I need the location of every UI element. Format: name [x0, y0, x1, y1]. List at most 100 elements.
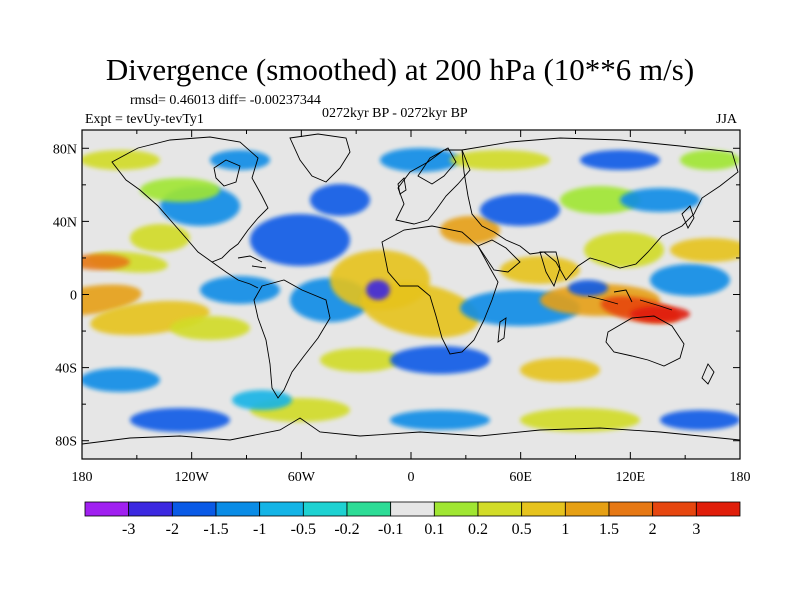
colorbar-label: -2 [166, 521, 179, 538]
coastline-indonesia [587, 289, 673, 311]
coastline-india [539, 251, 561, 288]
colorbar-swatch [302, 501, 348, 517]
lat-tick-label: 40N [53, 215, 77, 230]
lon-tick-label: 120W [175, 470, 210, 485]
field-patch [390, 346, 490, 374]
lon-tick-label: 60W [288, 470, 316, 485]
colorbar-label: 0.5 [512, 521, 532, 538]
field-patch [232, 390, 292, 410]
colorbar-label: -3 [122, 521, 135, 538]
colorbar-swatch [521, 501, 566, 517]
map-panel: 180 120W 60W 0 60E 120E 180 80N 40N 0 40S 80S [53, 129, 751, 485]
colorbar-label: -0.1 [378, 521, 403, 538]
lon-tick-label: 180 [730, 470, 751, 485]
coastline-hudson-bay [213, 159, 241, 187]
lat-tick-label: 80N [53, 142, 77, 157]
field-patch [380, 148, 460, 172]
lat-tick-label: 0 [70, 289, 77, 304]
field-patch [440, 216, 500, 244]
colorbar-swatch [215, 501, 261, 517]
colorbar-label: -0.2 [334, 521, 359, 538]
field-patch [366, 280, 390, 300]
colorbar-swatch [171, 501, 217, 517]
lon-tick-label: 180 [72, 470, 93, 485]
field-patch [130, 224, 190, 252]
colorbar: -3 -2 -1.5 -1 -0.5 -0.2 -0.1 0.1 0.2 0.5 1 1.5 2 3 [84, 501, 741, 538]
field-patch [660, 410, 740, 430]
page-title: Divergence (smoothed) at 200 hPa (10**6 … [105, 52, 695, 87]
lon-tick-label: 60E [509, 470, 532, 485]
coastline-madagascar [497, 317, 507, 343]
field-patch [250, 214, 350, 266]
coastline-europe [395, 149, 471, 225]
lon-tick-label: 0 [408, 470, 415, 485]
colorbar-label: 2 [649, 521, 657, 538]
lat-tick-label: 80S [55, 435, 77, 450]
field-patch [82, 254, 130, 270]
coastline-africa [381, 225, 499, 355]
field-patch [568, 280, 608, 296]
field-patch [560, 186, 640, 214]
field-patch [82, 284, 142, 316]
colorbar-swatch [128, 501, 173, 517]
field-patch [360, 282, 480, 338]
coastline-japan [681, 205, 695, 229]
field-patch [82, 150, 160, 170]
field-patch [170, 316, 250, 340]
coastline-central-america [211, 261, 259, 289]
field-patch [310, 184, 370, 216]
colorbar-swatch [695, 501, 741, 517]
field-patch [200, 276, 280, 304]
field-patch [680, 150, 740, 170]
experiment-label: Expt = tevUy-tevTy1 [85, 112, 204, 127]
field-patch [82, 368, 160, 392]
map-ticks: 180 120W 60W 0 60E 120E 180 80N 40N 0 40S 80S [53, 130, 751, 485]
colorbar-swatch [433, 501, 479, 517]
colorbar-swatch [608, 501, 654, 517]
colorbar-swatch [564, 501, 610, 517]
colorbar-swatch [390, 501, 435, 517]
coastline-north-america [111, 136, 269, 263]
field-patch [520, 408, 640, 432]
colorbar-swatch [259, 501, 304, 517]
colorbar-swatch [346, 501, 392, 517]
field-patch [520, 358, 600, 382]
colorbar-label: 3 [692, 521, 700, 538]
field-patch [670, 238, 740, 262]
colorbar-label: -1 [253, 521, 266, 538]
coastline-south-america [253, 279, 331, 399]
field-patch [630, 306, 690, 322]
field-patch [130, 408, 230, 432]
field-patch [450, 150, 550, 170]
colorbar-swatch [477, 501, 523, 517]
colorbar-label: -0.5 [291, 521, 316, 538]
coastline-australia [605, 315, 685, 367]
coastline-greenland [289, 133, 351, 183]
stats-line: rmsd= 0.46013 diff= -0.00237344 [130, 93, 321, 108]
lon-tick-label: 120E [616, 470, 646, 485]
coastline-antarctica [82, 417, 740, 445]
colorbar-swatch [652, 501, 697, 517]
field-patch [140, 178, 220, 202]
field-patch [390, 410, 490, 430]
field-patch [584, 232, 664, 268]
coastline-scandinavia [417, 147, 457, 185]
colorbar-label: -1.5 [203, 521, 228, 538]
colorbar-label: 0.2 [468, 521, 488, 538]
season-label: JJA [716, 112, 738, 127]
coastlines [82, 133, 740, 445]
field-patch [320, 348, 400, 372]
colorbar-label: 1.5 [599, 521, 619, 538]
field-patch [620, 188, 700, 212]
colorbar-label: 1 [561, 521, 569, 538]
lat-tick-label: 40S [55, 362, 77, 377]
field-patch [650, 264, 730, 296]
coastline-british-isles [397, 177, 407, 195]
colorbar-swatch [84, 501, 130, 517]
coastline-new-zealand [701, 363, 715, 385]
coastline-caribbean [237, 255, 267, 269]
field-patch [500, 256, 580, 284]
coastline-asia [461, 137, 739, 281]
period-label: 0272kyr BP - 0272kyr BP [322, 106, 468, 121]
